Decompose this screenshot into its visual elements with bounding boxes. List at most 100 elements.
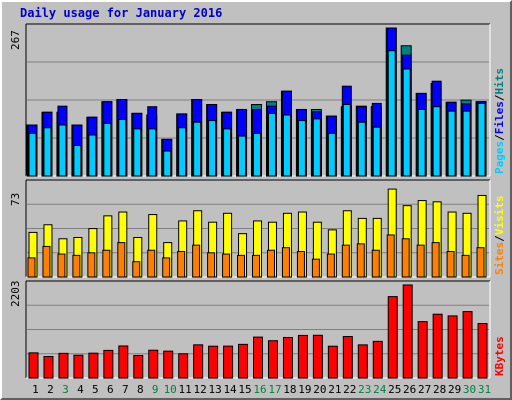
hits-legend-item-2: Files: [493, 101, 506, 134]
visits-bar-sites-8: [132, 261, 141, 278]
visits-bar-sites-6: [102, 249, 111, 278]
kbytes-bar-kbytes-22: [342, 336, 353, 379]
kbytes-bar-kbytes-2: [43, 356, 54, 379]
x-tick-label-24: 24: [373, 383, 387, 396]
visits-bar-sites-2: [42, 245, 51, 278]
kbytes-bar-kbytes-13: [208, 345, 219, 379]
kbytes-bar-kbytes-6: [103, 349, 114, 379]
visits-bar-sites-12: [192, 244, 201, 278]
x-tick-label-11: 11: [179, 383, 192, 396]
visits-bar-sites-23: [356, 243, 365, 278]
x-tick-label-6: 6: [107, 383, 114, 396]
x-tick-label-15: 15: [238, 383, 251, 396]
visits-bar-sites-5: [87, 252, 96, 278]
kbytes-bar-kbytes-9: [148, 349, 159, 379]
visits-legend-item-0: Sites: [493, 242, 506, 275]
visits-bar-sites-29: [446, 251, 455, 278]
x-tick-label-14: 14: [223, 383, 237, 396]
x-tick-label-22: 22: [343, 383, 356, 396]
x-tick-label-12: 12: [194, 383, 207, 396]
visits-ymax-label: 73: [9, 193, 22, 206]
hits-bar-pages-23: [357, 121, 366, 177]
hits-bar-pages-5: [88, 134, 97, 177]
hits-bar-pages-29: [447, 110, 456, 177]
x-tick-label-13: 13: [208, 383, 221, 396]
hits-bar-pages-7: [118, 118, 127, 177]
visits-legend-item-2: Visits: [493, 196, 506, 236]
x-tick-label-5: 5: [92, 383, 99, 396]
hits-bar-pages-22: [342, 103, 351, 177]
hits-bar-pages-3: [58, 124, 67, 177]
visits-bar-sites-3: [57, 253, 66, 278]
hits-bar-pages-2: [43, 127, 52, 177]
x-tick-label-18: 18: [283, 383, 296, 396]
x-tick-label-16: 16: [253, 383, 266, 396]
kbytes-bar-kbytes-7: [118, 345, 129, 379]
kbytes-ymax-label: 2203: [9, 281, 22, 308]
hits-legend-item-0: Pages: [493, 141, 506, 174]
hits-bar-pages-8: [133, 128, 142, 177]
visits-bar-sites-15: [237, 254, 246, 278]
kbytes-legend-item-0: KBytes: [493, 336, 506, 376]
kbytes-bar-kbytes-5: [88, 352, 99, 379]
visits-bar-sites-20: [311, 258, 320, 278]
visits-bar-sites-21: [326, 253, 335, 278]
x-tick-label-10: 10: [164, 383, 177, 396]
kbytes-bar-kbytes-17: [267, 340, 278, 379]
visits-bar-sites-4: [72, 254, 81, 278]
visits-bar-sites-27: [416, 244, 425, 278]
kbytes-bar-kbytes-21: [327, 345, 338, 379]
visits-legend-item-1: /: [493, 235, 506, 242]
visits-bar-sites-31: [476, 247, 485, 278]
visits-bar-sites-9: [147, 249, 156, 278]
kbytes-bar-kbytes-25: [387, 296, 398, 379]
visits-bar-sites-19: [296, 251, 305, 278]
hits-ymax-label: 267: [9, 30, 22, 50]
hits-bar-pages-24: [372, 126, 381, 177]
visits-bar-sites-17: [266, 249, 275, 278]
x-tick-label-25: 25: [388, 383, 401, 396]
kbytes-bar-kbytes-4: [73, 354, 84, 379]
hits-bar-pages-10: [163, 150, 172, 177]
visits-legend: Sites/Visits: [493, 196, 506, 276]
kbytes-bar-kbytes-10: [163, 350, 174, 379]
hits-legend-item-1: /: [493, 134, 506, 141]
hits-bar-pages-14: [223, 128, 232, 177]
visits-bar-sites-13: [207, 252, 216, 278]
hits-legend: Pages/Files/Hits: [493, 68, 506, 174]
visits-bar-sites-25: [386, 234, 395, 278]
hits-bar-pages-13: [208, 120, 217, 177]
kbytes-bar-kbytes-29: [447, 315, 458, 379]
x-tick-label-31: 31: [478, 383, 491, 396]
hits-bar-pages-1: [28, 132, 37, 177]
x-tick-label-4: 4: [77, 383, 84, 396]
chart-title: Daily usage for January 2016: [20, 6, 223, 20]
x-tick-label-19: 19: [298, 383, 311, 396]
x-tick-label-28: 28: [433, 383, 446, 396]
hits-legend-item-3: /: [493, 94, 506, 101]
kbytes-bar-kbytes-20: [312, 334, 323, 379]
x-tick-label-8: 8: [137, 383, 144, 396]
kbytes-bar-kbytes-30: [462, 311, 473, 379]
x-tick-label-2: 2: [47, 383, 54, 396]
hits-bar-pages-26: [402, 68, 411, 177]
visits-bar-sites-28: [431, 242, 440, 278]
x-tick-label-3: 3: [62, 383, 69, 396]
visits-bar-sites-24: [371, 249, 380, 278]
hits-bar-pages-25: [387, 50, 396, 177]
kbytes-bar-kbytes-23: [357, 344, 368, 379]
kbytes-bar-kbytes-11: [178, 353, 189, 379]
hits-bar-pages-12: [193, 121, 202, 177]
kbytes-bar-kbytes-26: [402, 284, 413, 379]
kbytes-bar-kbytes-15: [238, 343, 249, 379]
x-tick-label-29: 29: [448, 383, 461, 396]
kbytes-bar-kbytes-8: [133, 354, 144, 379]
visits-bar-sites-22: [341, 244, 350, 278]
kbytes-bar-kbytes-31: [477, 323, 488, 379]
x-tick-label-1: 1: [32, 383, 39, 396]
visits-bar-sites-30: [461, 254, 470, 278]
kbytes-bar-kbytes-12: [193, 344, 204, 379]
x-tick-label-26: 26: [403, 383, 416, 396]
kbytes-bar-kbytes-19: [297, 334, 308, 379]
